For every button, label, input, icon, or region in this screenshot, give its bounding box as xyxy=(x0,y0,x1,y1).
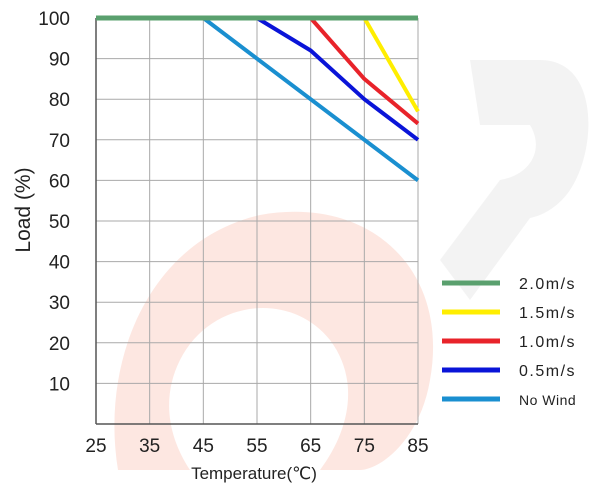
x-tick-label: 25 xyxy=(85,436,106,457)
y-tick-label: 10 xyxy=(49,374,70,395)
axes xyxy=(95,18,418,425)
y-tick-label: 20 xyxy=(49,334,70,355)
watermark-logo xyxy=(114,60,589,471)
legend: 2.0m/s 1.5m/s 1.0m/s 0.5m/s No Wind xyxy=(442,276,576,408)
legend-label-2-0m-s: 2.0m/s xyxy=(519,276,576,293)
y-tick-label: 60 xyxy=(49,171,70,192)
x-tick-label: 75 xyxy=(354,436,375,457)
y-tick-label: 50 xyxy=(49,212,70,233)
legend-label-no-wind: No Wind xyxy=(519,392,576,408)
x-tick-label: 45 xyxy=(193,436,214,457)
legend-label-1-5m-s: 1.5m/s xyxy=(519,305,576,322)
x-axis-label: Temperature(℃) xyxy=(191,464,317,483)
x-tick-label: 35 xyxy=(139,436,160,457)
series-lines xyxy=(96,15,420,182)
y-tick-label: 100 xyxy=(38,9,70,30)
y-tick-label: 90 xyxy=(49,50,70,71)
tick-labels: 10 20 30 40 50 60 70 80 90 100 25 35 45 55 65 75 85 xyxy=(38,9,428,457)
x-tick-label: 65 xyxy=(300,436,321,457)
legend-label-0-5m-s: 0.5m/s xyxy=(519,363,576,380)
legend-label-1-0m-s: 1.0m/s xyxy=(519,334,576,351)
x-tick-label: 55 xyxy=(246,436,267,457)
y-tick-label: 30 xyxy=(49,293,70,314)
x-tick-label: 85 xyxy=(407,436,428,457)
y-tick-label: 40 xyxy=(49,253,70,274)
y-axis-label: Load (%) xyxy=(12,167,35,252)
y-tick-label: 80 xyxy=(49,90,70,111)
y-tick-label: 70 xyxy=(49,131,70,152)
